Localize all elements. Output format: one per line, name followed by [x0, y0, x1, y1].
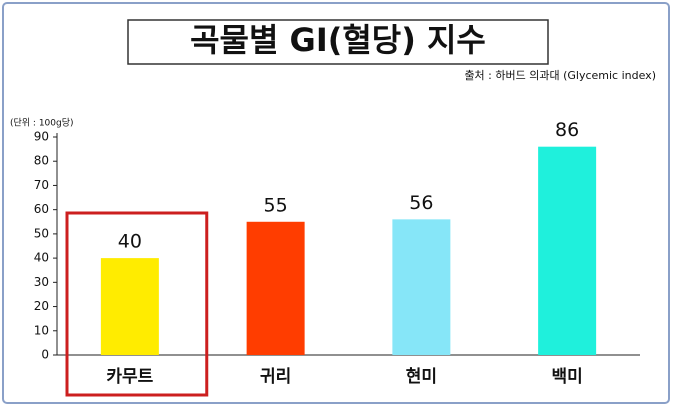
y-tick-label: 70 — [34, 178, 49, 192]
chart-title: 곡물별 GI(혈당) 지수 — [190, 21, 486, 59]
bar — [392, 219, 451, 355]
highlight-box — [65, 211, 209, 397]
source: 출처 : 하버드 의과대 (Glycemic index) — [464, 68, 656, 82]
value-label: 40 — [118, 231, 142, 253]
y-tick-label: 0 — [41, 348, 49, 362]
value-label: 55 — [264, 194, 288, 216]
x-tick-label: 귀리 — [260, 367, 291, 387]
value-label: 56 — [409, 192, 433, 214]
y-tick-label: 90 — [34, 130, 49, 144]
y-tick-label: 10 — [34, 323, 49, 337]
y-tick-label: 60 — [34, 202, 49, 216]
title-box — [127, 19, 549, 65]
y-tick-label: 30 — [34, 275, 49, 289]
x-tick-label: 카무트 — [106, 367, 153, 387]
bar — [538, 146, 597, 355]
unit: (단위 : 100g당) — [10, 118, 74, 129]
y-tick-label: 80 — [34, 154, 49, 168]
x-tick-label: 현미 — [406, 367, 437, 387]
value-label: 86 — [555, 119, 579, 141]
y-tick-label: 40 — [34, 251, 49, 265]
x-tick-label: 백미 — [551, 367, 582, 387]
frame — [2, 2, 670, 404]
y-tick-label: 20 — [34, 299, 49, 313]
bar — [246, 221, 305, 355]
bar — [100, 258, 159, 355]
y-tick-label: 50 — [34, 226, 49, 240]
